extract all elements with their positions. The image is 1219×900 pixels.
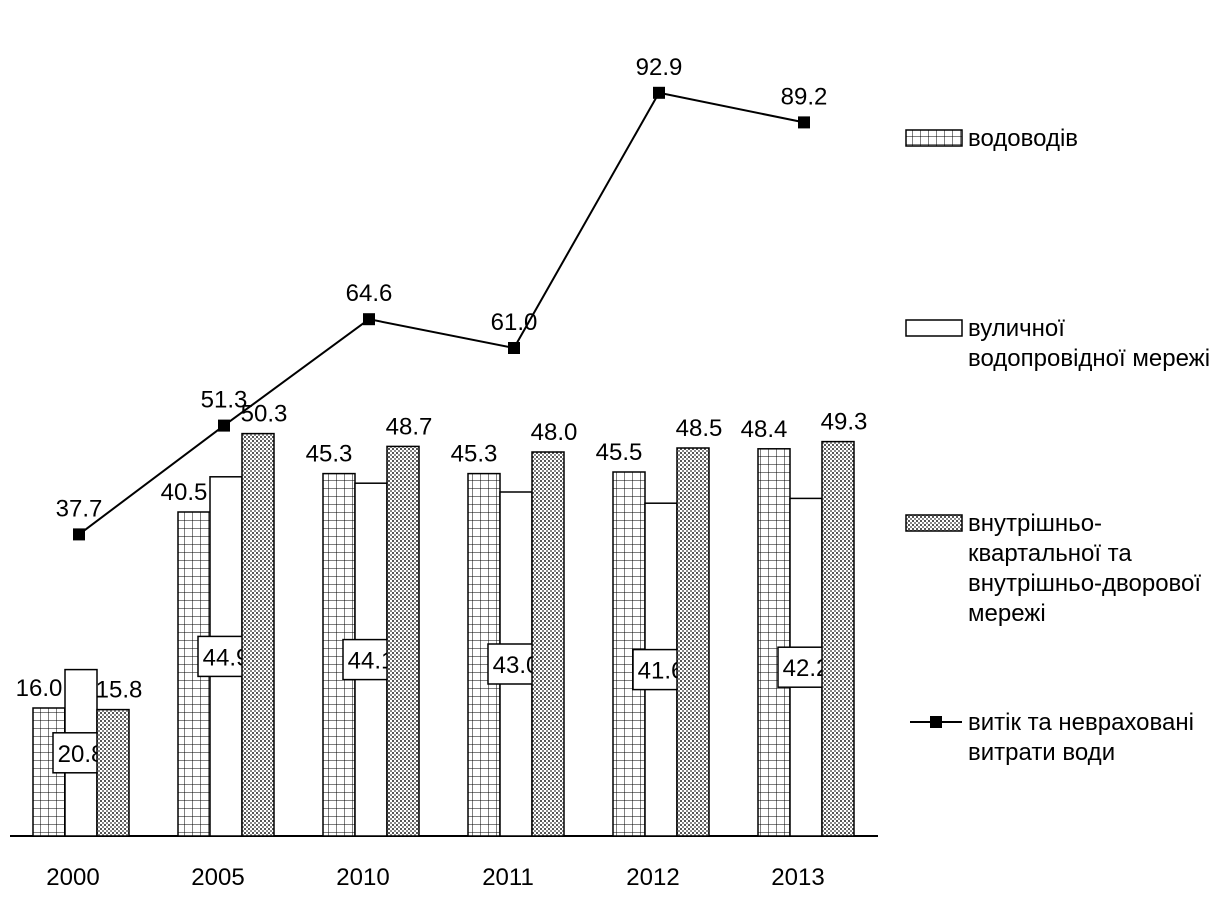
legend-label: внутрішньо-квартальної та внутрішньо-дво… bbox=[968, 510, 1202, 627]
bar bbox=[386, 445, 420, 837]
x-tick-label: 2012 bbox=[626, 864, 679, 891]
data-label: 48.0 bbox=[531, 419, 578, 446]
legend-label: водоводів bbox=[968, 125, 1079, 152]
data-label: 51.3 bbox=[201, 387, 248, 414]
x-tick-label: 2000 bbox=[46, 864, 99, 891]
bar bbox=[676, 447, 710, 837]
x-tick-label: 2005 bbox=[191, 864, 244, 891]
legend-label: вуличної водопровідної мережі bbox=[968, 315, 1211, 372]
bar bbox=[241, 432, 275, 837]
legend-swatch bbox=[905, 319, 963, 337]
data-label: 16.0 bbox=[16, 675, 63, 702]
line bbox=[78, 91, 805, 536]
legend-label: витік та невраховані витрати води bbox=[968, 709, 1194, 766]
legend-swatch bbox=[905, 514, 963, 532]
marker bbox=[508, 342, 520, 354]
data-label: 48.5 bbox=[676, 415, 723, 442]
data-label: 48.4 bbox=[741, 416, 788, 443]
marker bbox=[363, 313, 375, 326]
legend-swatch bbox=[905, 129, 963, 147]
legend-swatch bbox=[930, 716, 942, 728]
data-label: 48.7 bbox=[386, 413, 433, 440]
data-label: 45.5 bbox=[596, 439, 643, 466]
marker bbox=[653, 86, 665, 99]
bar bbox=[96, 708, 130, 837]
bar bbox=[821, 440, 855, 837]
data-label: 89.2 bbox=[781, 83, 828, 110]
data-label: 64.6 bbox=[346, 280, 393, 307]
data-label: 15.8 bbox=[96, 677, 143, 704]
data-label: 92.9 bbox=[636, 54, 683, 81]
bar bbox=[757, 448, 791, 837]
data-label: 45.3 bbox=[306, 441, 353, 468]
data-label: 61.0 bbox=[491, 309, 538, 336]
data-label: 45.3 bbox=[451, 441, 498, 468]
bar bbox=[531, 451, 565, 837]
x-tick-label: 2013 bbox=[771, 864, 824, 891]
marker bbox=[218, 419, 230, 432]
data-label: 50.3 bbox=[241, 401, 288, 428]
data-label: 37.7 bbox=[56, 495, 103, 522]
x-tick-label: 2010 bbox=[336, 864, 389, 891]
marker bbox=[798, 116, 810, 129]
data-label: 49.3 bbox=[821, 409, 868, 436]
x-tick-label: 2011 bbox=[482, 864, 534, 891]
data-label: 40.5 bbox=[161, 479, 208, 506]
marker bbox=[73, 528, 85, 541]
